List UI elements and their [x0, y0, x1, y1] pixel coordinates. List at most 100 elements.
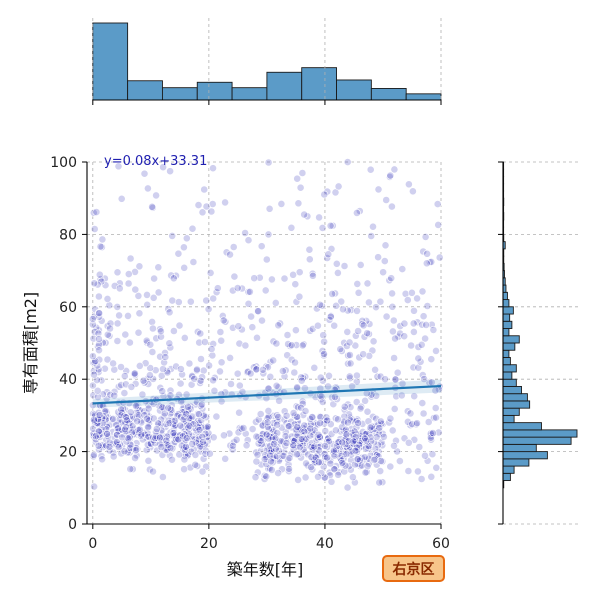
scatter-point	[392, 392, 401, 401]
y-histogram-bar	[502, 320, 513, 329]
scatter-point	[121, 425, 129, 434]
scatter-point	[196, 376, 205, 385]
scatter-point	[263, 414, 272, 423]
scatter-point	[93, 361, 102, 370]
scatter-point	[431, 404, 440, 412]
scatter-point	[189, 258, 198, 266]
scatter-point	[301, 473, 310, 482]
scatter-point	[90, 225, 99, 233]
scatter-point	[190, 374, 199, 383]
scatter-point	[328, 289, 337, 298]
scatter-point	[329, 446, 338, 455]
scatter-point	[328, 393, 336, 402]
scatter-point	[152, 425, 161, 433]
scatter-point	[170, 416, 179, 425]
scatter-point	[95, 309, 104, 318]
scatter-point	[362, 316, 371, 325]
scatter-point	[185, 359, 194, 368]
scatter-point	[89, 320, 97, 329]
scatter-point	[386, 414, 395, 423]
scatter-point	[258, 316, 266, 325]
scatter-point	[343, 327, 352, 336]
scatter-point	[117, 405, 125, 414]
scatter-point	[143, 440, 152, 449]
scatter-point	[417, 340, 426, 349]
scatter-point	[126, 465, 135, 473]
scatter-point	[331, 188, 340, 197]
scatter-point	[148, 202, 156, 211]
scatter-point	[262, 430, 271, 439]
scatter-point	[331, 414, 340, 423]
scatter-point	[94, 329, 103, 338]
scatter-point	[135, 262, 144, 271]
scatter-point	[313, 321, 322, 330]
scatter-point	[209, 376, 217, 385]
scatter-point	[191, 460, 200, 469]
x-tick-label: 60	[432, 536, 450, 552]
scatter-point	[267, 457, 275, 466]
scatter-point	[316, 300, 324, 309]
scatter-point	[182, 234, 191, 243]
scatter-point	[400, 332, 409, 341]
scatter-point	[308, 271, 317, 280]
scatter-point	[320, 337, 328, 346]
scatter-point	[330, 465, 339, 474]
scatter-point	[372, 391, 381, 400]
scatter-point	[374, 185, 383, 194]
scatter-point	[352, 423, 361, 432]
scatter-point	[151, 427, 160, 436]
scatter-point	[432, 413, 440, 422]
scatter-point	[262, 255, 271, 264]
x-tick-label: 20	[200, 536, 218, 552]
scatter-point	[90, 279, 99, 288]
scatter-point	[184, 430, 193, 438]
scatter-point	[343, 418, 352, 427]
scatter-point	[125, 433, 134, 442]
y-histogram-bar	[502, 451, 548, 460]
scatter-point	[432, 463, 441, 472]
scatter-point	[364, 444, 373, 453]
scatter-point	[88, 315, 97, 323]
scatter-point	[92, 208, 101, 216]
scatter-point	[143, 290, 151, 299]
scatter-point	[332, 301, 340, 310]
scatter-point	[367, 422, 376, 431]
scatter-point	[257, 440, 266, 448]
scatter-point	[406, 409, 415, 418]
scatter-point	[227, 380, 235, 388]
scatter-point	[297, 376, 306, 385]
scatter-point	[131, 379, 140, 388]
scatter-point	[120, 447, 129, 456]
y-marginal-histogram	[498, 161, 580, 525]
scatter-point	[343, 483, 352, 492]
scatter-point	[391, 375, 400, 384]
scatter-point	[197, 355, 205, 363]
scatter-point	[358, 320, 367, 328]
scatter-point	[201, 449, 210, 458]
scatter-point	[208, 351, 217, 360]
scatter-point	[158, 473, 167, 481]
scatter-point	[323, 416, 331, 425]
scatter-point	[135, 309, 144, 318]
scatter-point	[428, 429, 437, 437]
scatter-point	[128, 465, 137, 474]
scatter-point	[376, 417, 385, 426]
scatter-point	[294, 199, 303, 208]
scatter-point	[94, 427, 103, 436]
scatter-point	[117, 363, 125, 371]
scatter-point	[255, 273, 264, 282]
scatter-point	[348, 473, 357, 482]
scatter-point	[298, 169, 307, 177]
scatter-point	[109, 448, 118, 457]
scatter-point	[152, 334, 161, 343]
scatter-point	[415, 443, 424, 451]
scatter-point	[95, 411, 104, 419]
scatter-point	[413, 294, 421, 303]
scatter-point	[195, 425, 204, 434]
scatter-point	[343, 306, 352, 315]
scatter-point	[278, 367, 287, 375]
scatter-point	[359, 321, 368, 330]
scatter-point	[423, 249, 431, 258]
scatter-point	[407, 288, 416, 297]
scatter-point	[198, 467, 207, 476]
